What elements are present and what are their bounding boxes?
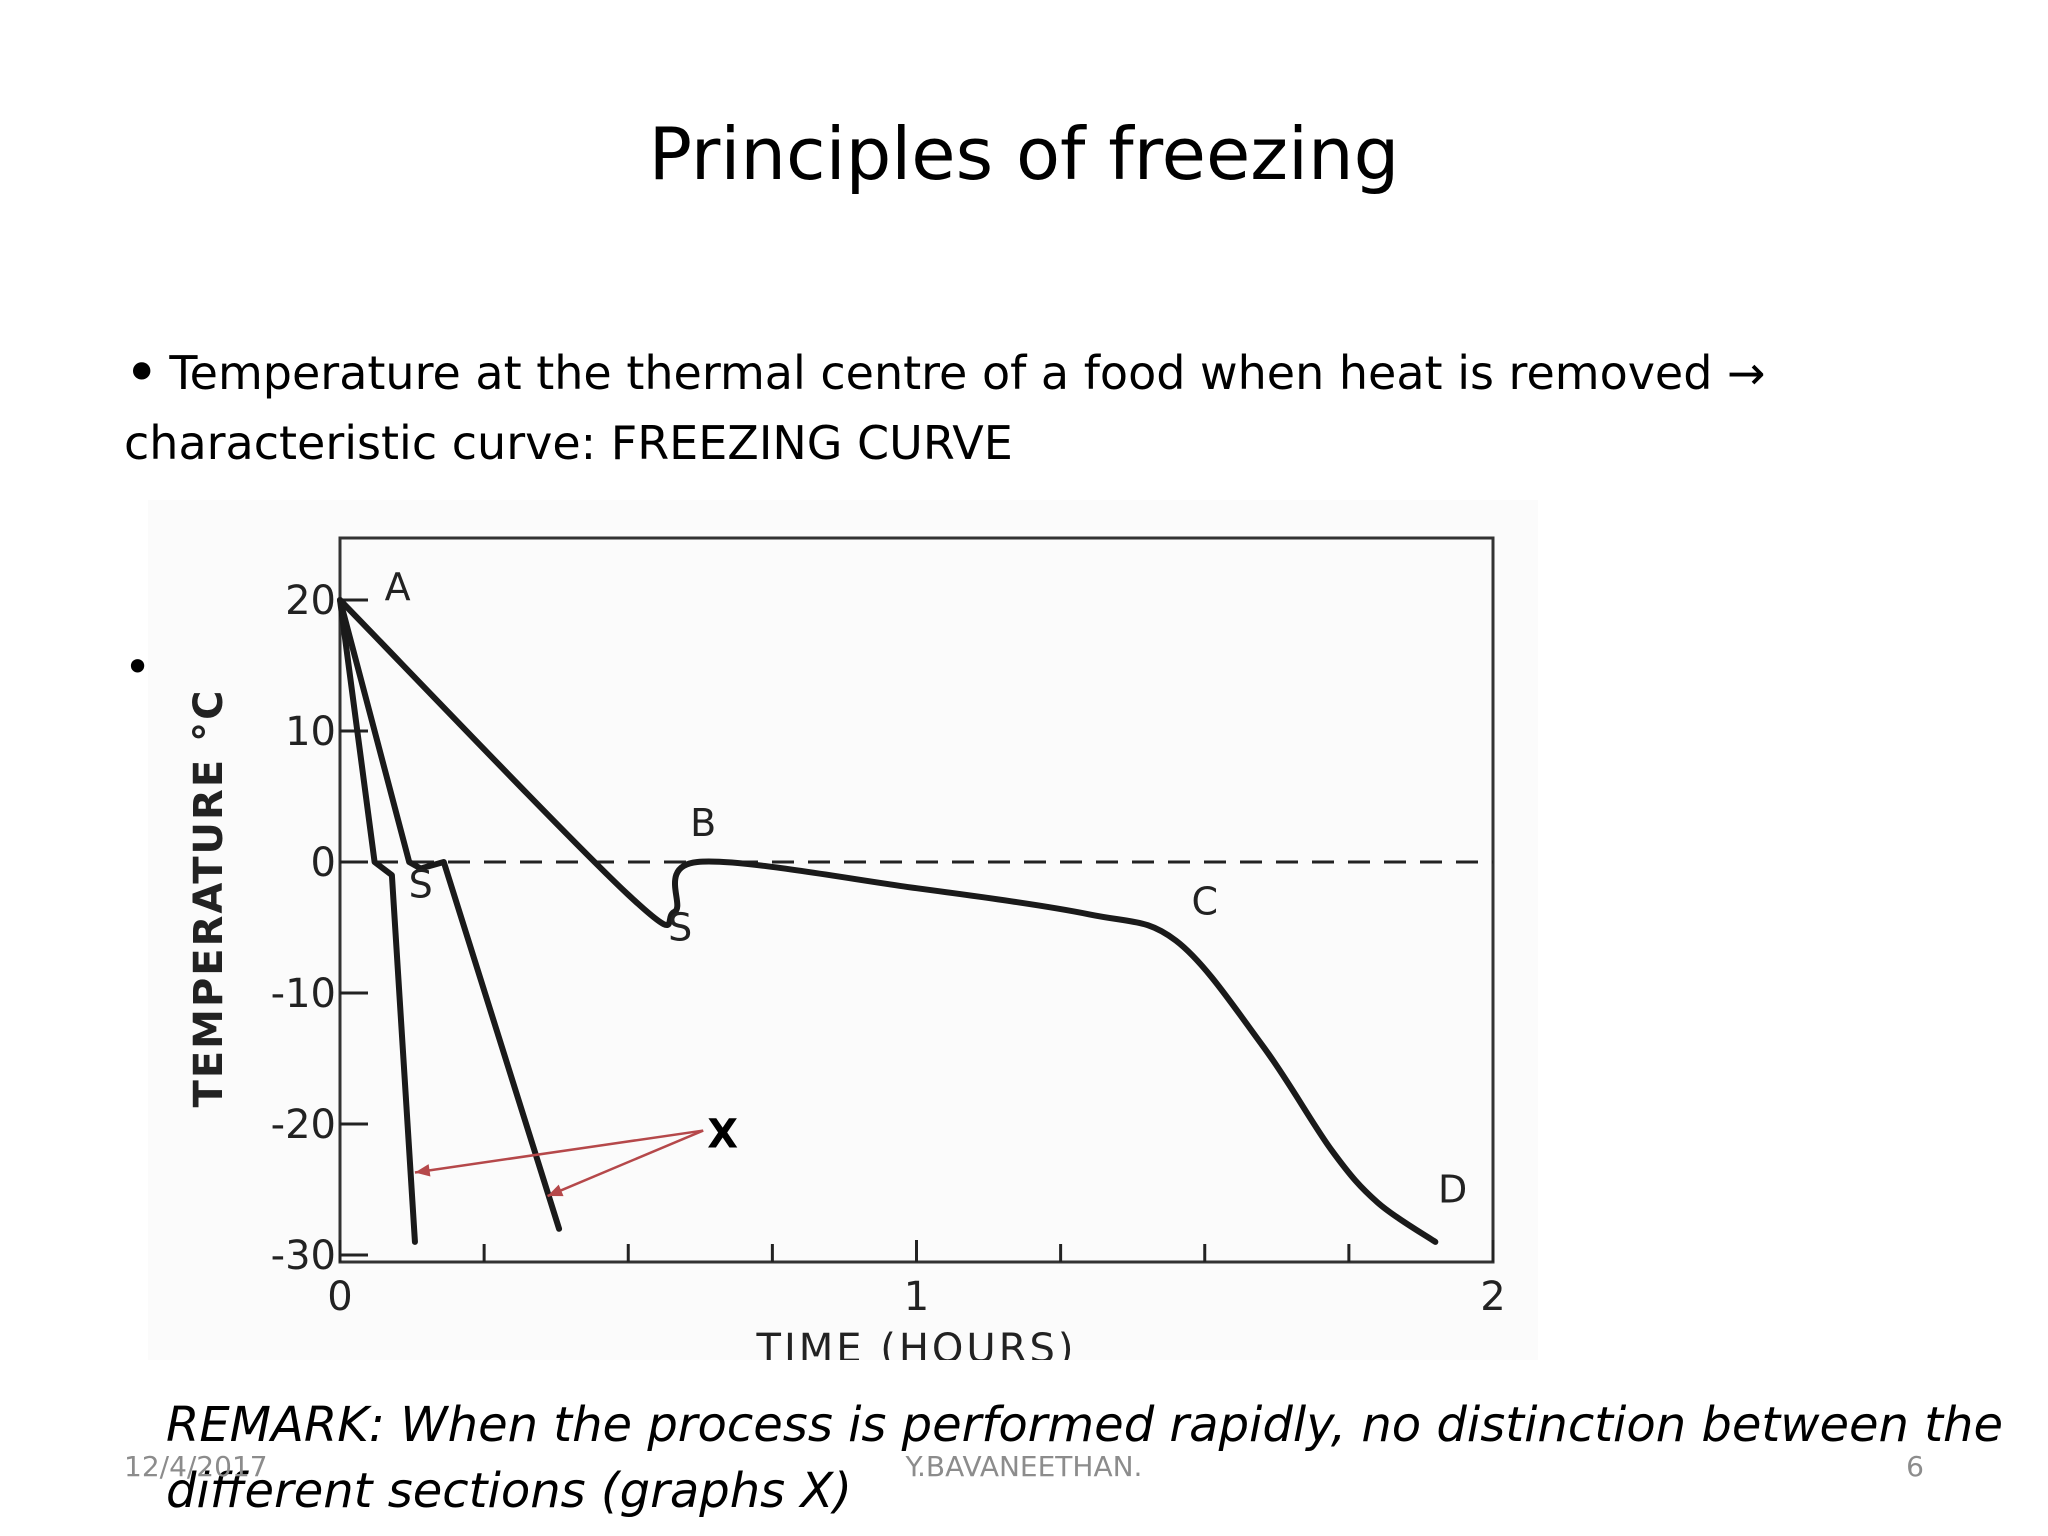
plot-frame xyxy=(338,536,1495,1264)
y-tick-label: -20 xyxy=(271,1102,336,1148)
bullet-text-line-2: characteristic curve: FREEZING CURVE xyxy=(124,416,1013,470)
remark-text: REMARK: When the process is performed ra… xyxy=(166,1397,2004,1520)
annotation-label-x: X xyxy=(707,1112,738,1158)
point-label-s: S xyxy=(409,862,433,906)
empty-bullet-icon: • xyxy=(124,640,152,694)
bullet-text-line-1: • Temperature at the thermal centre of a … xyxy=(124,330,1766,408)
bullet-text: Temperature at the thermal centre of a f… xyxy=(169,346,1766,400)
freezing-curve-series-3 xyxy=(337,597,1439,1245)
y-tick-label: -30 xyxy=(271,1233,336,1279)
point-label-s: S xyxy=(668,906,692,950)
x-tick-label: 0 xyxy=(327,1274,352,1320)
slide-title: Principles of freezing xyxy=(648,112,1400,196)
footer-date: 12/4/2017 xyxy=(124,1450,268,1483)
annotation-arrow-1 xyxy=(414,1129,704,1174)
annotation-arrowhead-icon xyxy=(414,1164,431,1177)
freezing-curve-series-2 xyxy=(337,597,563,1232)
annotation-arrow-2 xyxy=(547,1129,704,1198)
point-label-d: D xyxy=(1438,1168,1467,1212)
bullet-point-icon: • xyxy=(124,338,160,408)
annotation-arrowhead-icon xyxy=(547,1184,564,1197)
point-label-a: A xyxy=(385,565,411,609)
footer-page-number: 6 xyxy=(1906,1450,1924,1483)
y-tick-label: 10 xyxy=(285,709,336,755)
y-axis-label: TEMPERATURE °C xyxy=(186,689,232,1108)
y-tick-label: 20 xyxy=(285,578,336,624)
x-axis-label: TIME (HOURS) xyxy=(756,1326,1077,1360)
footer-author: Y.BAVANEETHAN. xyxy=(905,1450,1143,1483)
x-tick-label: 2 xyxy=(1480,1274,1505,1320)
point-label-c: C xyxy=(1191,879,1218,923)
freezing-curve-series-1 xyxy=(337,597,418,1245)
y-tick-label: -10 xyxy=(271,971,336,1017)
x-tick-label: 1 xyxy=(904,1274,929,1320)
point-label-b: B xyxy=(690,801,716,845)
y-tick-label: 0 xyxy=(311,840,336,886)
